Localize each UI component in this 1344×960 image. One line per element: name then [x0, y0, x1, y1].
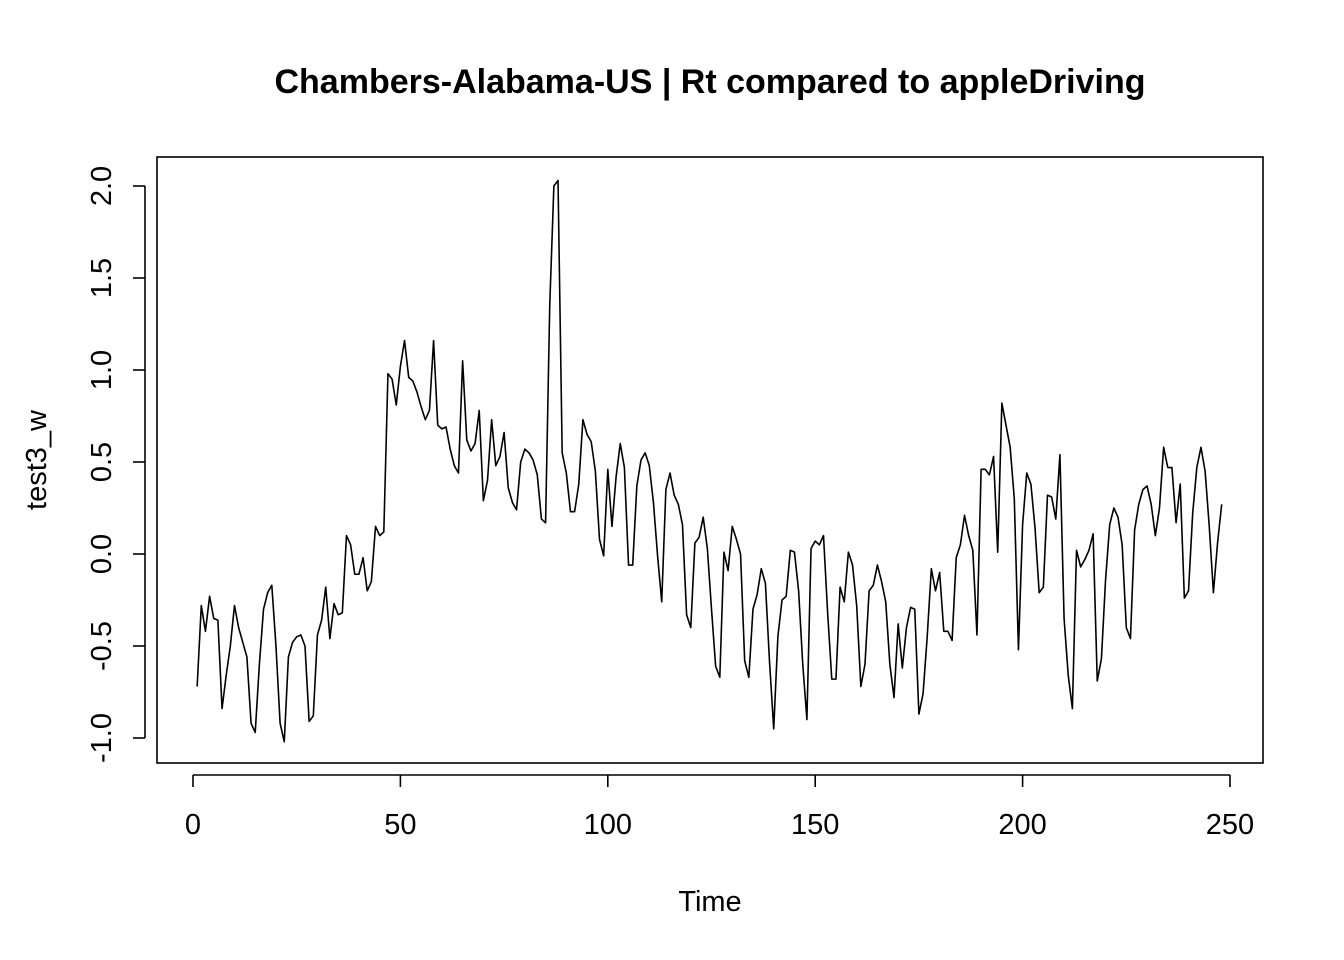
x-tick-label: 200	[998, 809, 1046, 841]
y-axis: -1.0 -0.5 0.0 0.5 1.0 1.5 2.0	[86, 166, 146, 763]
x-tick-label: 50	[384, 809, 416, 841]
y-tick-label: 2.0	[86, 166, 118, 206]
plot-box	[156, 156, 1264, 764]
chart-title: Chambers-Alabama-US | Rt compared to app…	[274, 63, 1145, 101]
y-tick-label: -0.5	[86, 621, 118, 671]
x-axis-label: Time	[678, 886, 741, 918]
y-tick-label: 0.0	[86, 534, 118, 574]
x-tick-label: 150	[791, 809, 839, 841]
y-axis-label: test3_w	[21, 409, 53, 510]
x-tick-label: 250	[1206, 809, 1254, 841]
series-layer	[196, 179, 1223, 743]
y-tick-label: 1.0	[86, 350, 118, 390]
x-tick-label: 0	[185, 809, 201, 841]
x-axis: 0 50 100 150 200 250	[185, 774, 1254, 841]
y-tick-label: 1.5	[86, 258, 118, 298]
x-tick-label: 100	[584, 809, 632, 841]
y-tick-label: -1.0	[86, 713, 118, 763]
series-line	[196, 179, 1223, 743]
y-tick-label: 0.5	[86, 442, 118, 482]
